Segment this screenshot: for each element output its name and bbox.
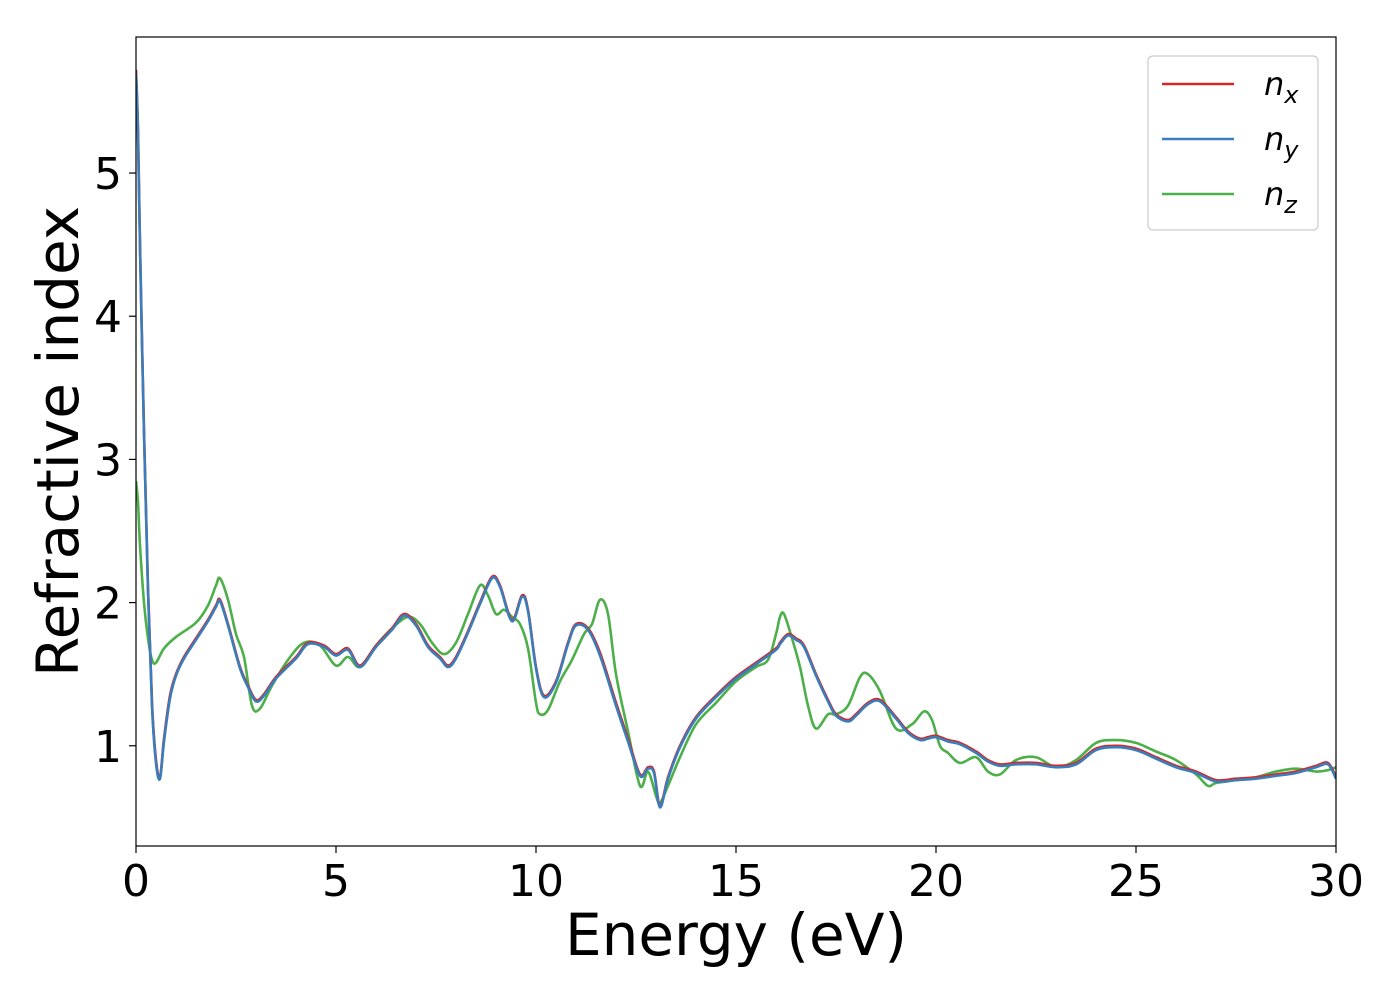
x-tick-label: 10 [508,856,564,907]
x-axis-label: Energy (eV) [565,901,907,969]
series-line-nz [136,480,1336,805]
legend-label-ny: ny [1264,120,1299,164]
x-axis: 0 5 10 15 20 25 30 [122,846,1364,907]
legend-label-nx: nx [1264,65,1299,109]
series-line-ny [136,72,1336,809]
x-tick-label: 5 [322,856,350,907]
x-tick-label: 25 [1108,856,1164,907]
x-tick-label: 15 [708,856,764,907]
y-tick-label: 2 [94,579,122,630]
series-layer [136,69,1336,809]
y-axis-label: Refractive index [24,206,92,677]
x-tick-label: 30 [1308,856,1364,907]
x-tick-label: 20 [908,856,964,907]
y-tick-label: 4 [94,292,122,343]
y-tick-label: 5 [94,149,122,200]
legend-label-nz: nz [1264,175,1298,219]
y-axis: 1 2 3 4 5 [94,149,136,773]
legend-box [1147,55,1319,231]
x-tick-label: 0 [122,856,150,907]
y-tick-label: 1 [94,722,122,773]
y-tick-label: 3 [94,435,122,486]
legend: nx ny nz [1147,55,1319,231]
